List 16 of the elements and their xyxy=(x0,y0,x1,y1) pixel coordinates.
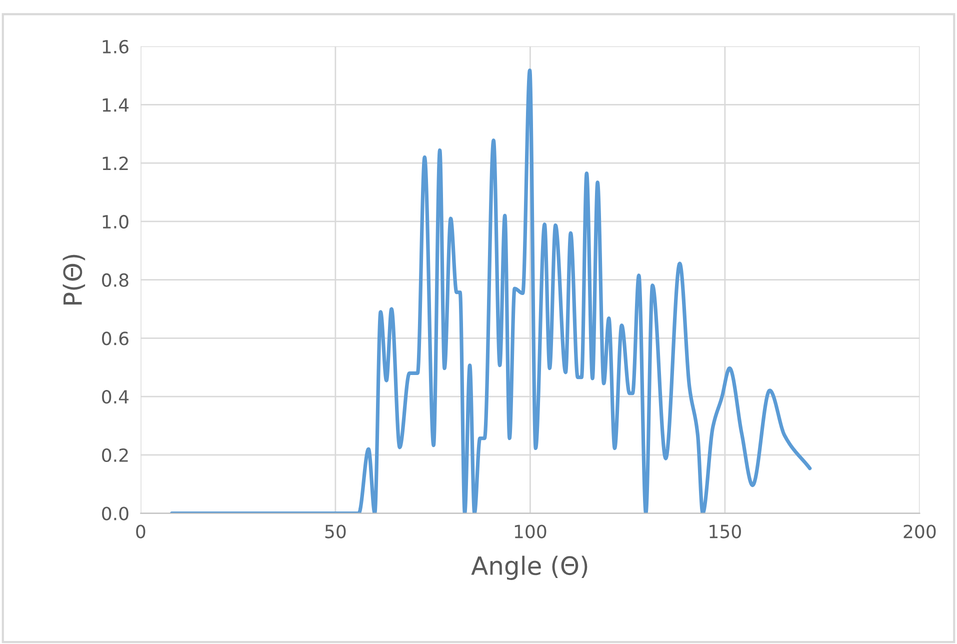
y-tick-label: 1.2 xyxy=(102,156,128,170)
y-tick-label: 0.8 xyxy=(102,273,128,287)
y-tick-label: 0.4 xyxy=(102,390,129,404)
y-tick-label: 0.6 xyxy=(102,332,128,346)
x-tick-label: 50 xyxy=(325,524,346,538)
y-tick-label: 0.0 xyxy=(102,506,128,520)
x-tick-label: 100 xyxy=(514,524,546,538)
y-tick-label: 0.2 xyxy=(102,448,128,462)
x-tick-label: 200 xyxy=(904,524,936,538)
y-tick-label: 1.0 xyxy=(102,214,128,229)
y-tick-label: 1.6 xyxy=(102,40,128,54)
x-tick-label: 0 xyxy=(136,524,146,538)
y-tick-label: 1.4 xyxy=(102,98,129,112)
x-axis-title: Angle (Θ) xyxy=(471,556,588,580)
x-tick-label: 150 xyxy=(710,524,741,538)
y-axis-title: P(Θ) xyxy=(62,254,86,304)
